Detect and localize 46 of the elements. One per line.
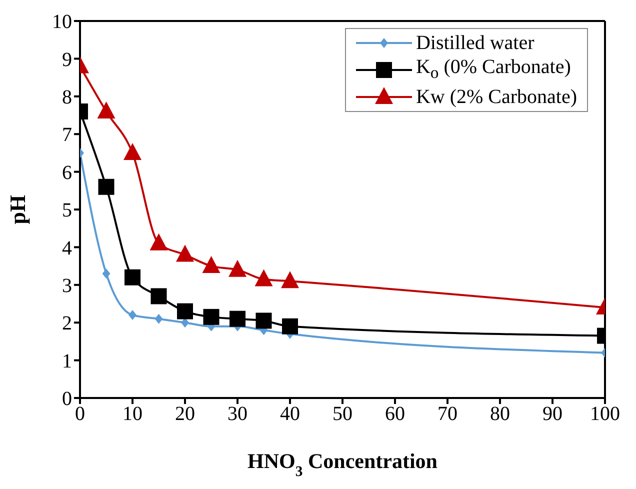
- point: [128, 310, 136, 320]
- x-tick-label: 10: [122, 403, 142, 426]
- legend-label: K$_{o}$ (0% Carbonate): [416, 55, 571, 84]
- x-tick-label: 100: [590, 403, 620, 426]
- point: [256, 312, 272, 329]
- y-tick-label: 8: [62, 86, 72, 108]
- point: [181, 318, 189, 328]
- point: [97, 101, 116, 118]
- point: [228, 260, 246, 277]
- y-tick-label: 4: [62, 237, 72, 260]
- point: [150, 288, 167, 304]
- x-tick-label: 60: [385, 403, 405, 426]
- x-tick-label: 80: [490, 403, 510, 426]
- point: [203, 308, 220, 325]
- x-tick-label: 40: [280, 403, 300, 426]
- point: [124, 269, 140, 286]
- y-tick-label: 9: [62, 48, 72, 71]
- point: [176, 244, 194, 262]
- x-tick-label: 30: [228, 403, 248, 426]
- point: [98, 178, 114, 195]
- point: [154, 314, 163, 324]
- legend-label: Kw (2% Carbonate): [416, 85, 577, 109]
- point: [150, 233, 168, 250]
- y-tick-label: 10: [52, 11, 72, 34]
- point: [254, 269, 273, 286]
- point: [202, 256, 220, 274]
- y-tick-label: 3: [62, 275, 72, 297]
- x-tick-label: 20: [175, 403, 195, 426]
- x-tick-label: 70: [438, 403, 458, 426]
- point: [281, 271, 299, 288]
- y-tick-label: 7: [62, 124, 72, 146]
- y-axis-title: pH: [5, 194, 30, 224]
- point: [102, 268, 110, 279]
- legend-label: Distilled water: [416, 31, 534, 55]
- point: [282, 318, 298, 334]
- x-tick-label: 90: [542, 403, 562, 426]
- point: [230, 310, 246, 327]
- x-tick-label: 50: [332, 403, 352, 426]
- point: [177, 303, 193, 320]
- y-tick-label: 5: [62, 200, 72, 222]
- y-tick-label: 6: [62, 162, 72, 184]
- y-tick-label: 1: [62, 350, 72, 372]
- x-axis-title: HNO$_{3}$ Concentration: [248, 449, 438, 480]
- y-tick-label: 0: [62, 388, 72, 410]
- y-tick-label: 2: [62, 312, 72, 335]
- point: [124, 142, 142, 160]
